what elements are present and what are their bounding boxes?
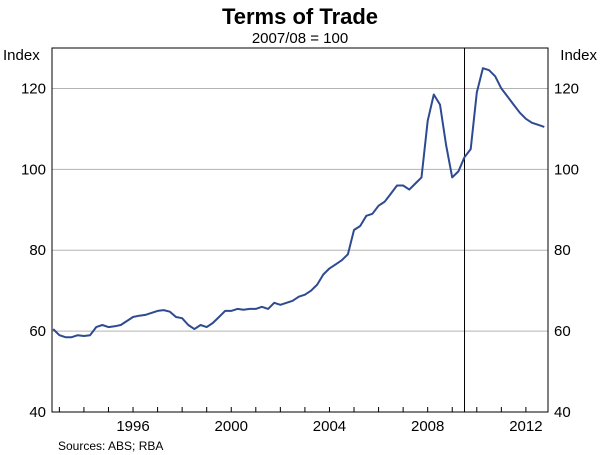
y-axis-label-left: Index xyxy=(3,47,40,64)
x-tick-label: 2000 xyxy=(215,418,248,435)
y-ticks-right: 40 60 80 100 120 xyxy=(554,80,579,421)
y-tick-label-right: 40 xyxy=(554,404,571,421)
y-tick-label-left: 80 xyxy=(29,242,46,259)
y-tick-label-left: 120 xyxy=(21,80,46,97)
y-tick-label-left: 40 xyxy=(29,404,46,421)
plot-frame xyxy=(51,47,549,413)
y-tick-label-left: 100 xyxy=(21,161,46,178)
x-tick-label: 2004 xyxy=(313,418,346,435)
source-note: Sources: ABS; RBA xyxy=(58,439,163,453)
y-tick-label-right: 100 xyxy=(554,161,579,178)
y-tick-label-right: 60 xyxy=(554,323,571,340)
x-tick-label: 1996 xyxy=(116,418,149,435)
chart-subtitle: 2007/08 = 100 xyxy=(252,30,348,47)
series-line xyxy=(52,67,545,339)
y-tick-label-left: 60 xyxy=(29,323,46,340)
y-axis-label-right: Index xyxy=(560,47,597,64)
series-group xyxy=(52,67,545,339)
y-tick-label-right: 80 xyxy=(554,242,571,259)
gridlines xyxy=(52,87,548,332)
x-tick-label: 2012 xyxy=(509,418,542,435)
x-tick-label: 2008 xyxy=(411,418,444,435)
chart-title: Terms of Trade xyxy=(222,4,378,29)
y-tick-label-right: 120 xyxy=(554,80,579,97)
y-ticks-left: 40 60 80 100 120 xyxy=(21,80,46,421)
x-ticks: 1996 2000 2004 2008 2012 xyxy=(58,407,543,435)
